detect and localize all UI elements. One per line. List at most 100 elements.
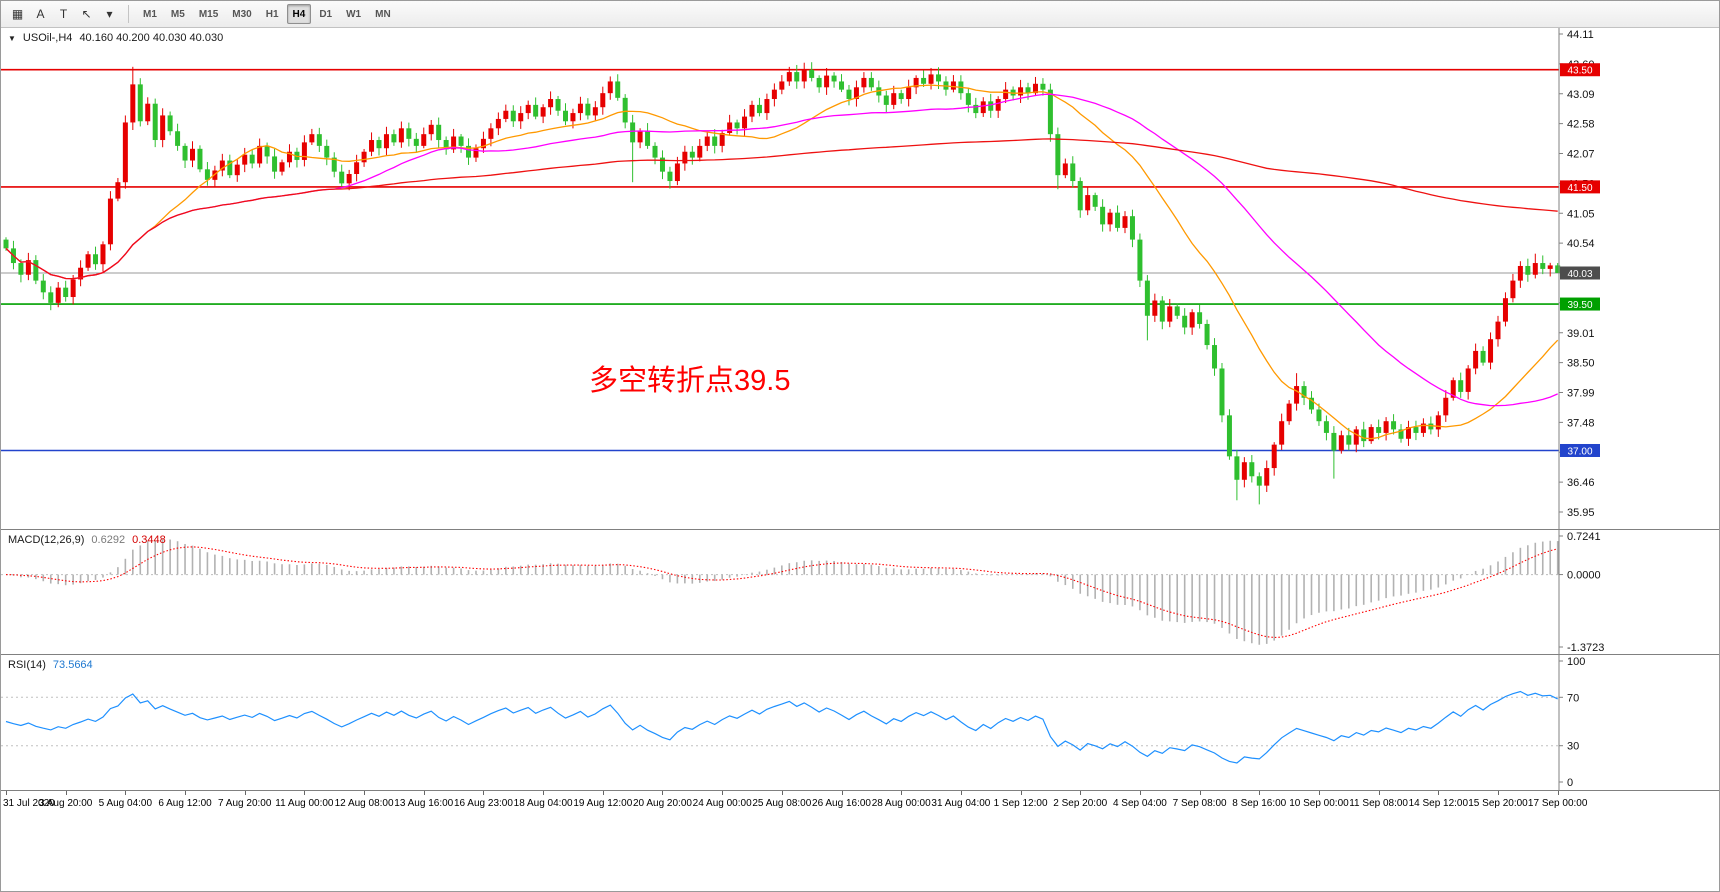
macd-signal-value: 0.3448 bbox=[132, 534, 166, 546]
price-axis-label: 35.95 bbox=[1567, 507, 1595, 519]
macd-canvas: 0.7241 0.0000 -1.3723 bbox=[1, 530, 1604, 654]
rsi-line bbox=[5, 690, 1558, 764]
time-axis-label: 19 Aug 12:00 bbox=[573, 798, 633, 809]
macd-label: MACD(12,26,9) 0.6292 0.3448 bbox=[8, 534, 166, 546]
macd-indicator-panel: 0.7241 0.0000 -1.3723 MACD(12,26,9) 0.6292… bbox=[1, 529, 1719, 654]
time-axis-tick bbox=[1259, 791, 1261, 795]
time-axis-label: 18 Aug 04:00 bbox=[513, 798, 573, 809]
timeframe-button-m5[interactable]: M5 bbox=[170, 8, 185, 20]
price-axis-label: 38.50 bbox=[1567, 358, 1595, 370]
rsi-title: RSI(14) bbox=[8, 659, 46, 671]
price-chart-panel: 44.1143.6043.0942.5842.0741.5641.0540.54… bbox=[1, 28, 1719, 529]
time-axis-tick bbox=[6, 791, 7, 795]
time-axis-label: 17 Sep 00:00 bbox=[1527, 798, 1588, 809]
time-axis-label: 6 Aug 12:00 bbox=[158, 798, 212, 809]
rsi-indicator-panel: 100 70 30 0 RSI(14) 73.5664 bbox=[1, 654, 1719, 790]
price-axis-label: 39.01 bbox=[1567, 328, 1595, 340]
time-axis-tick bbox=[304, 791, 306, 795]
support-line-3700-tag bbox=[1560, 443, 1600, 457]
macd-title: MACD(12,26,9) bbox=[8, 534, 85, 546]
time-axis-label: 15 Sep 20:00 bbox=[1468, 798, 1528, 809]
time-axis-tick bbox=[483, 791, 485, 795]
time-axis-tick bbox=[185, 791, 187, 795]
text-tool-icon[interactable]: T bbox=[59, 7, 68, 21]
time-axis-tick bbox=[423, 791, 425, 795]
macd-axis-label: 0.0000 bbox=[1567, 570, 1601, 582]
time-axis-label: 7 Aug 20:00 bbox=[218, 798, 272, 809]
time-axis-label: 11 Aug 00:00 bbox=[275, 798, 334, 809]
chart-header: ▼ USOil-,H4 40.160 40.200 40.030 40.030 bbox=[8, 32, 223, 44]
time-axis-tick bbox=[1438, 791, 1440, 795]
cursor-tool-icon[interactable]: ↖ bbox=[81, 7, 92, 21]
time-axis-label: 31 Jul 2020 bbox=[3, 798, 55, 809]
toolbar: ▦ A T ↖ ▾ M1 M5 M15 M30 H1 H4 D1 W1 MN bbox=[1, 1, 1719, 28]
candlestick-series bbox=[3, 62, 1561, 505]
price-chart-canvas: 44.1143.6043.0942.5842.0741.5641.0540.54… bbox=[1, 28, 1600, 529]
svg-text:41.50: 41.50 bbox=[1567, 183, 1592, 194]
svg-text:40.03: 40.03 bbox=[1567, 269, 1592, 280]
macd-histogram bbox=[12, 539, 1559, 645]
macd-value: 0.6292 bbox=[91, 534, 126, 546]
time-axis-tick bbox=[1378, 791, 1380, 795]
symbol-timeframe-label: USOil-,H4 bbox=[22, 32, 73, 44]
ma-slow-red-line bbox=[5, 138, 1558, 280]
time-axis: 31 Jul 2020 3 Aug 20:00 5 Aug 04:00 6 Aug 1… bbox=[1, 790, 1719, 816]
rsi-axis-label: 0 bbox=[1567, 777, 1573, 789]
timeframe-buttons-group: M1 M5 M15 M30 H1 H4 D1 W1 MN bbox=[136, 4, 398, 24]
time-axis-tick bbox=[781, 791, 783, 795]
timeframe-button-m15[interactable]: M15 bbox=[198, 8, 219, 20]
macd-signal-line bbox=[5, 546, 1558, 639]
rsi-canvas: 100 70 30 0 bbox=[1, 655, 1585, 790]
time-axis-label: 14 Sep 12:00 bbox=[1408, 798, 1469, 809]
time-axis-label: 5 Aug 04:00 bbox=[98, 798, 153, 809]
toolbar-tools-group: ▦ A T ↖ ▾ bbox=[6, 4, 121, 24]
time-axis-tick bbox=[1020, 791, 1022, 795]
time-axis-label: 28 Aug 00:00 bbox=[871, 798, 931, 809]
time-axis-label: 2 Sep 20:00 bbox=[1053, 798, 1108, 809]
time-axis-label: 4 Sep 04:00 bbox=[1112, 798, 1167, 809]
time-axis-label: 8 Sep 16:00 bbox=[1232, 798, 1287, 809]
time-axis-label: 13 Aug 16:00 bbox=[394, 798, 454, 809]
tools-dropdown-icon[interactable]: ▾ bbox=[106, 7, 113, 21]
annotation-text[interactable]: 多空转折点39.5 bbox=[589, 365, 791, 397]
price-axis-label: 40.54 bbox=[1567, 238, 1595, 250]
time-axis-label: 3 Aug 20:00 bbox=[38, 798, 93, 809]
time-axis-tick bbox=[901, 791, 903, 795]
price-axis-label: 41.05 bbox=[1567, 208, 1595, 220]
rsi-axis-label: 100 bbox=[1567, 656, 1585, 668]
time-axis-tick bbox=[1080, 791, 1082, 795]
chart-windows-icon[interactable]: ▦ bbox=[11, 7, 24, 21]
rsi-label: RSI(14) 73.5664 bbox=[8, 659, 93, 671]
rsi-value: 73.5664 bbox=[52, 659, 93, 671]
timeframe-button-h1[interactable]: H1 bbox=[265, 8, 279, 20]
time-axis-tick bbox=[841, 791, 843, 795]
time-axis-label: 1 Sep 12:00 bbox=[993, 798, 1048, 809]
timeframe-button-mn[interactable]: MN bbox=[375, 8, 391, 20]
timeframe-button-d1[interactable]: D1 bbox=[319, 8, 333, 20]
svg-text:43.50: 43.50 bbox=[1567, 66, 1592, 77]
bottom-margin bbox=[1, 816, 1719, 891]
time-axis-tick bbox=[364, 791, 366, 795]
ohlc-values: 40.160 40.200 40.030 40.030 bbox=[79, 32, 224, 44]
time-axis-label: 10 Sep 00:00 bbox=[1289, 798, 1349, 809]
time-axis-label: 7 Sep 08:00 bbox=[1172, 798, 1227, 809]
timeframe-button-w1[interactable]: W1 bbox=[346, 8, 362, 20]
time-axis-label: 20 Aug 20:00 bbox=[632, 798, 692, 809]
timeframe-button-m30[interactable]: M30 bbox=[232, 8, 252, 20]
time-axis-tick bbox=[1318, 791, 1320, 795]
time-axis-tick bbox=[602, 791, 604, 795]
pivot-line-3950-tag bbox=[1560, 297, 1600, 311]
time-axis-tick bbox=[662, 791, 664, 795]
time-axis-tick bbox=[543, 791, 545, 795]
time-axis-tick bbox=[960, 791, 962, 795]
macd-axis-label: 0.7241 bbox=[1567, 531, 1601, 543]
time-axis-label: 25 Aug 08:00 bbox=[752, 798, 812, 809]
arrow-tool-icon[interactable]: A bbox=[36, 7, 45, 21]
ma-fast-orange-line bbox=[5, 84, 1559, 440]
timeframe-button-h4[interactable]: H4 bbox=[286, 4, 312, 24]
rsi-axis-label: 30 bbox=[1567, 741, 1579, 753]
time-axis-tick bbox=[244, 791, 246, 795]
chart-dropdown-icon[interactable]: ▼ bbox=[8, 33, 16, 43]
timeframe-button-m1[interactable]: M1 bbox=[143, 8, 157, 20]
